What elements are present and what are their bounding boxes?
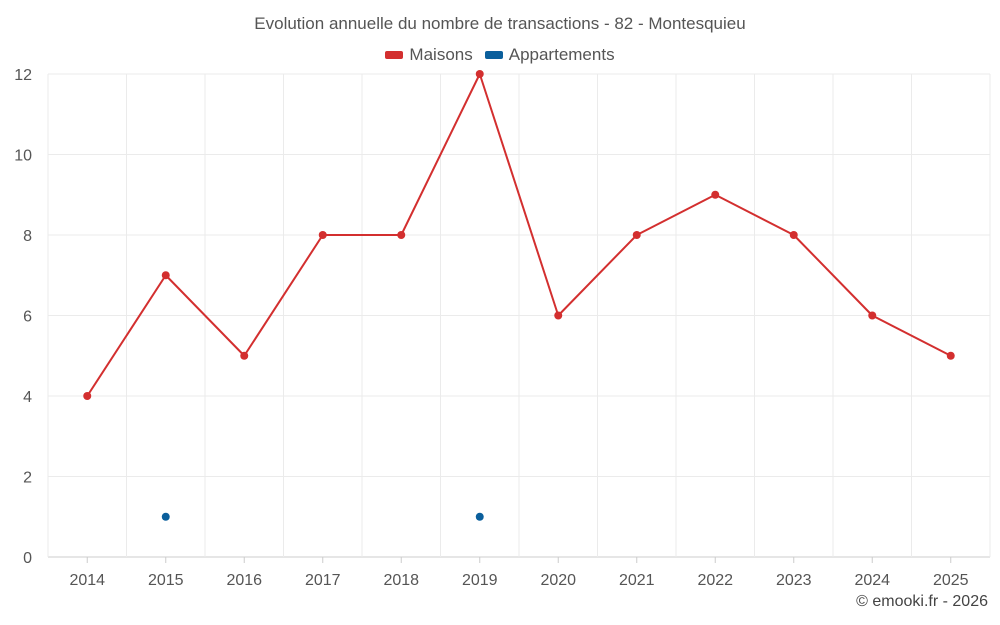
legend-item-maisons[interactable]: Maisons — [385, 45, 473, 65]
series-line-maisons — [86, 73, 952, 397]
y-tick-label: 8 — [23, 228, 32, 245]
legend-label-maisons: Maisons — [409, 45, 473, 64]
y-tick-label: 4 — [23, 389, 32, 406]
data-point-maisons[interactable] — [397, 231, 406, 239]
x-tick-label: 2014 — [69, 572, 105, 589]
x-tick-label: 2025 — [933, 572, 969, 589]
legend-swatch-maisons — [385, 51, 404, 59]
data-point-maisons[interactable] — [711, 190, 720, 199]
y-tick-label: 0 — [23, 550, 32, 567]
chart-title: Evolution annuelle du nombre de transact… — [254, 14, 746, 33]
data-point-appartements[interactable] — [475, 512, 484, 521]
y-tick-label: 6 — [23, 309, 32, 326]
data-point-maisons[interactable] — [161, 271, 170, 280]
legend-label-appartements: Appartements — [508, 45, 615, 64]
data-point-maisons[interactable] — [868, 311, 877, 320]
y-tick-label: 2 — [23, 470, 32, 487]
y-tick-label: 12 — [14, 67, 32, 84]
x-tick-label: 2016 — [226, 572, 262, 589]
footer-credit: © emooki.fr - 2026 — [856, 593, 988, 610]
legend-item-appartements[interactable]: Appartements — [484, 45, 615, 65]
x-tick-label: 2017 — [305, 572, 341, 589]
data-point-maisons[interactable] — [475, 70, 484, 78]
data-point-maisons[interactable] — [318, 231, 327, 239]
data-point-maisons[interactable] — [632, 231, 641, 239]
data-point-maisons[interactable] — [946, 351, 955, 360]
x-tick-label: 2021 — [619, 572, 655, 589]
x-tick-label: 2018 — [383, 572, 419, 589]
x-tick-label: 2020 — [540, 572, 576, 589]
data-point-appartements[interactable] — [161, 512, 170, 521]
legend-swatch-appartements — [484, 51, 503, 59]
data-point-maisons[interactable] — [554, 311, 563, 320]
data-point-maisons[interactable] — [240, 351, 249, 360]
y-tick-label: 10 — [14, 148, 32, 165]
x-tick-label: 2022 — [697, 572, 733, 589]
x-tick-label: 2024 — [854, 572, 890, 589]
data-point-maisons[interactable] — [789, 231, 798, 239]
legend: Maisons Appartements — [0, 45, 1000, 65]
x-tick-label: 2019 — [462, 572, 498, 589]
data-point-maisons[interactable] — [83, 392, 92, 400]
x-tick-label: 2015 — [148, 572, 184, 589]
x-tick-label: 2023 — [776, 572, 812, 589]
